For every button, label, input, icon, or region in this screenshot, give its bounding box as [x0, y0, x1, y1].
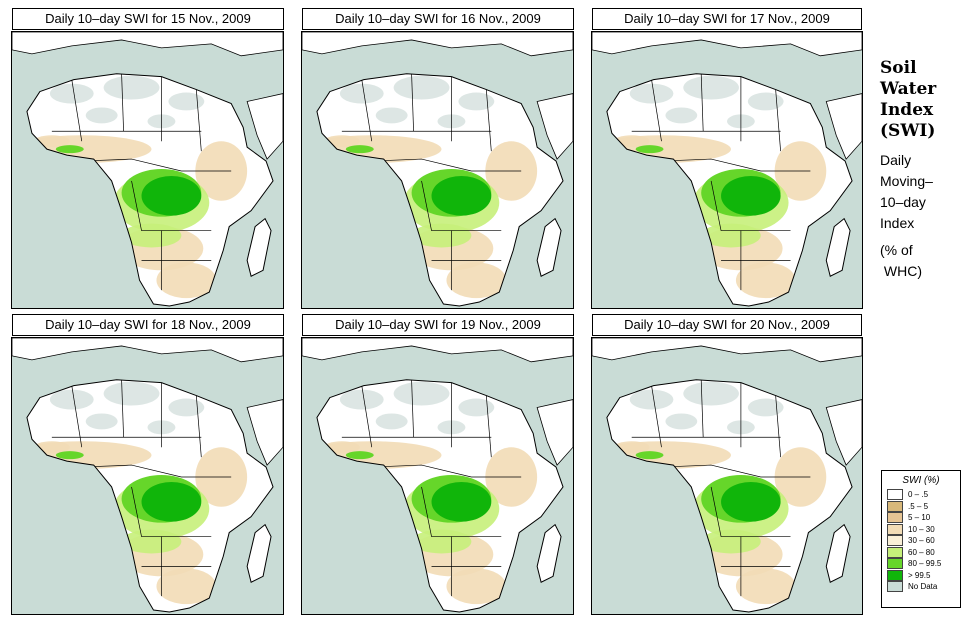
africa-map	[12, 338, 283, 614]
index-title: Soil Water Index (SWI)	[880, 58, 960, 142]
index-unit: (% of WHC)	[880, 240, 960, 282]
legend-swatch	[887, 581, 903, 593]
legend-item: 0 – .5	[887, 489, 955, 501]
legend-swatch	[887, 535, 903, 547]
map-panel-6	[591, 337, 863, 615]
index-subtitle: Daily Moving– 10–day Index	[880, 150, 960, 234]
index-subtitle-line-2: Moving–	[880, 173, 933, 189]
legend-label: 10 – 30	[908, 524, 935, 534]
legend-label: 80 – 99.5	[908, 559, 942, 569]
map-panel-3	[591, 31, 863, 309]
panel-title-1: Daily 10–day SWI for 15 Nov., 2009	[12, 8, 284, 30]
map-panel-5	[301, 337, 574, 615]
swi-legend: SWI (%) 0 – .5.5 – 5 5 – 10 10 – 30 30 – 60…	[881, 470, 961, 608]
africa-map	[592, 338, 862, 614]
legend-label: No Data	[908, 582, 938, 592]
legend-swatch	[887, 569, 903, 581]
panel-title-2: Daily 10–day SWI for 16 Nov., 2009	[302, 8, 574, 30]
legend-swatch	[887, 500, 903, 512]
index-title-line-2: Water	[880, 79, 937, 99]
africa-map	[302, 32, 573, 308]
legend-swatch	[887, 489, 903, 501]
legend-label: 60 – 80	[908, 547, 935, 557]
legend-label: 30 – 60	[908, 536, 935, 546]
legend-item: .5 – 5	[887, 500, 955, 513]
africa-map	[592, 32, 862, 308]
index-title-line-4: (SWI)	[880, 121, 936, 141]
legend-label: > 99.5	[908, 570, 931, 580]
legend-swatch	[887, 546, 903, 558]
legend-item: 30 – 60	[887, 535, 955, 547]
map-panel-1	[11, 31, 284, 309]
legend-swatch	[887, 523, 903, 535]
legend-item: 10 – 30	[887, 523, 955, 536]
index-unit-line-2: WHC)	[880, 263, 922, 279]
panel-title-3: Daily 10–day SWI for 17 Nov., 2009	[592, 8, 862, 30]
map-panel-4	[11, 337, 284, 615]
index-subtitle-line-4: Index	[880, 215, 915, 231]
africa-map	[302, 338, 573, 614]
legend-title: SWI (%)	[902, 475, 940, 486]
index-title-line-3: Index	[880, 100, 934, 120]
africa-map	[12, 32, 283, 308]
legend-label: .5 – 5	[908, 501, 929, 511]
legend-item: > 99.5	[887, 569, 955, 582]
legend-item: 60 – 80	[887, 546, 955, 559]
panel-title-5: Daily 10–day SWI for 19 Nov., 2009	[302, 314, 574, 336]
legend-swatch	[887, 512, 903, 524]
legend-item: 5 – 10	[887, 512, 955, 524]
index-title-line-1: Soil	[880, 58, 917, 78]
legend-swatch	[887, 558, 903, 570]
legend-label: 0 – .5	[908, 490, 929, 500]
index-subtitle-line-3: 10–day	[880, 194, 926, 210]
map-panel-2	[301, 31, 574, 309]
legend-rows: 0 – .5.5 – 5 5 – 10 10 – 30 30 – 60 60 – 80 8…	[887, 489, 955, 593]
legend-item: No Data	[887, 581, 955, 593]
legend-label: 5 – 10	[908, 513, 931, 523]
index-subtitle-line-1: Daily	[880, 152, 912, 168]
legend-item: 80 – 99.5	[887, 558, 955, 570]
panel-title-6: Daily 10–day SWI for 20 Nov., 2009	[592, 314, 862, 336]
index-unit-line-1: (% of	[880, 242, 913, 258]
panel-title-4: Daily 10–day SWI for 18 Nov., 2009	[12, 314, 284, 336]
